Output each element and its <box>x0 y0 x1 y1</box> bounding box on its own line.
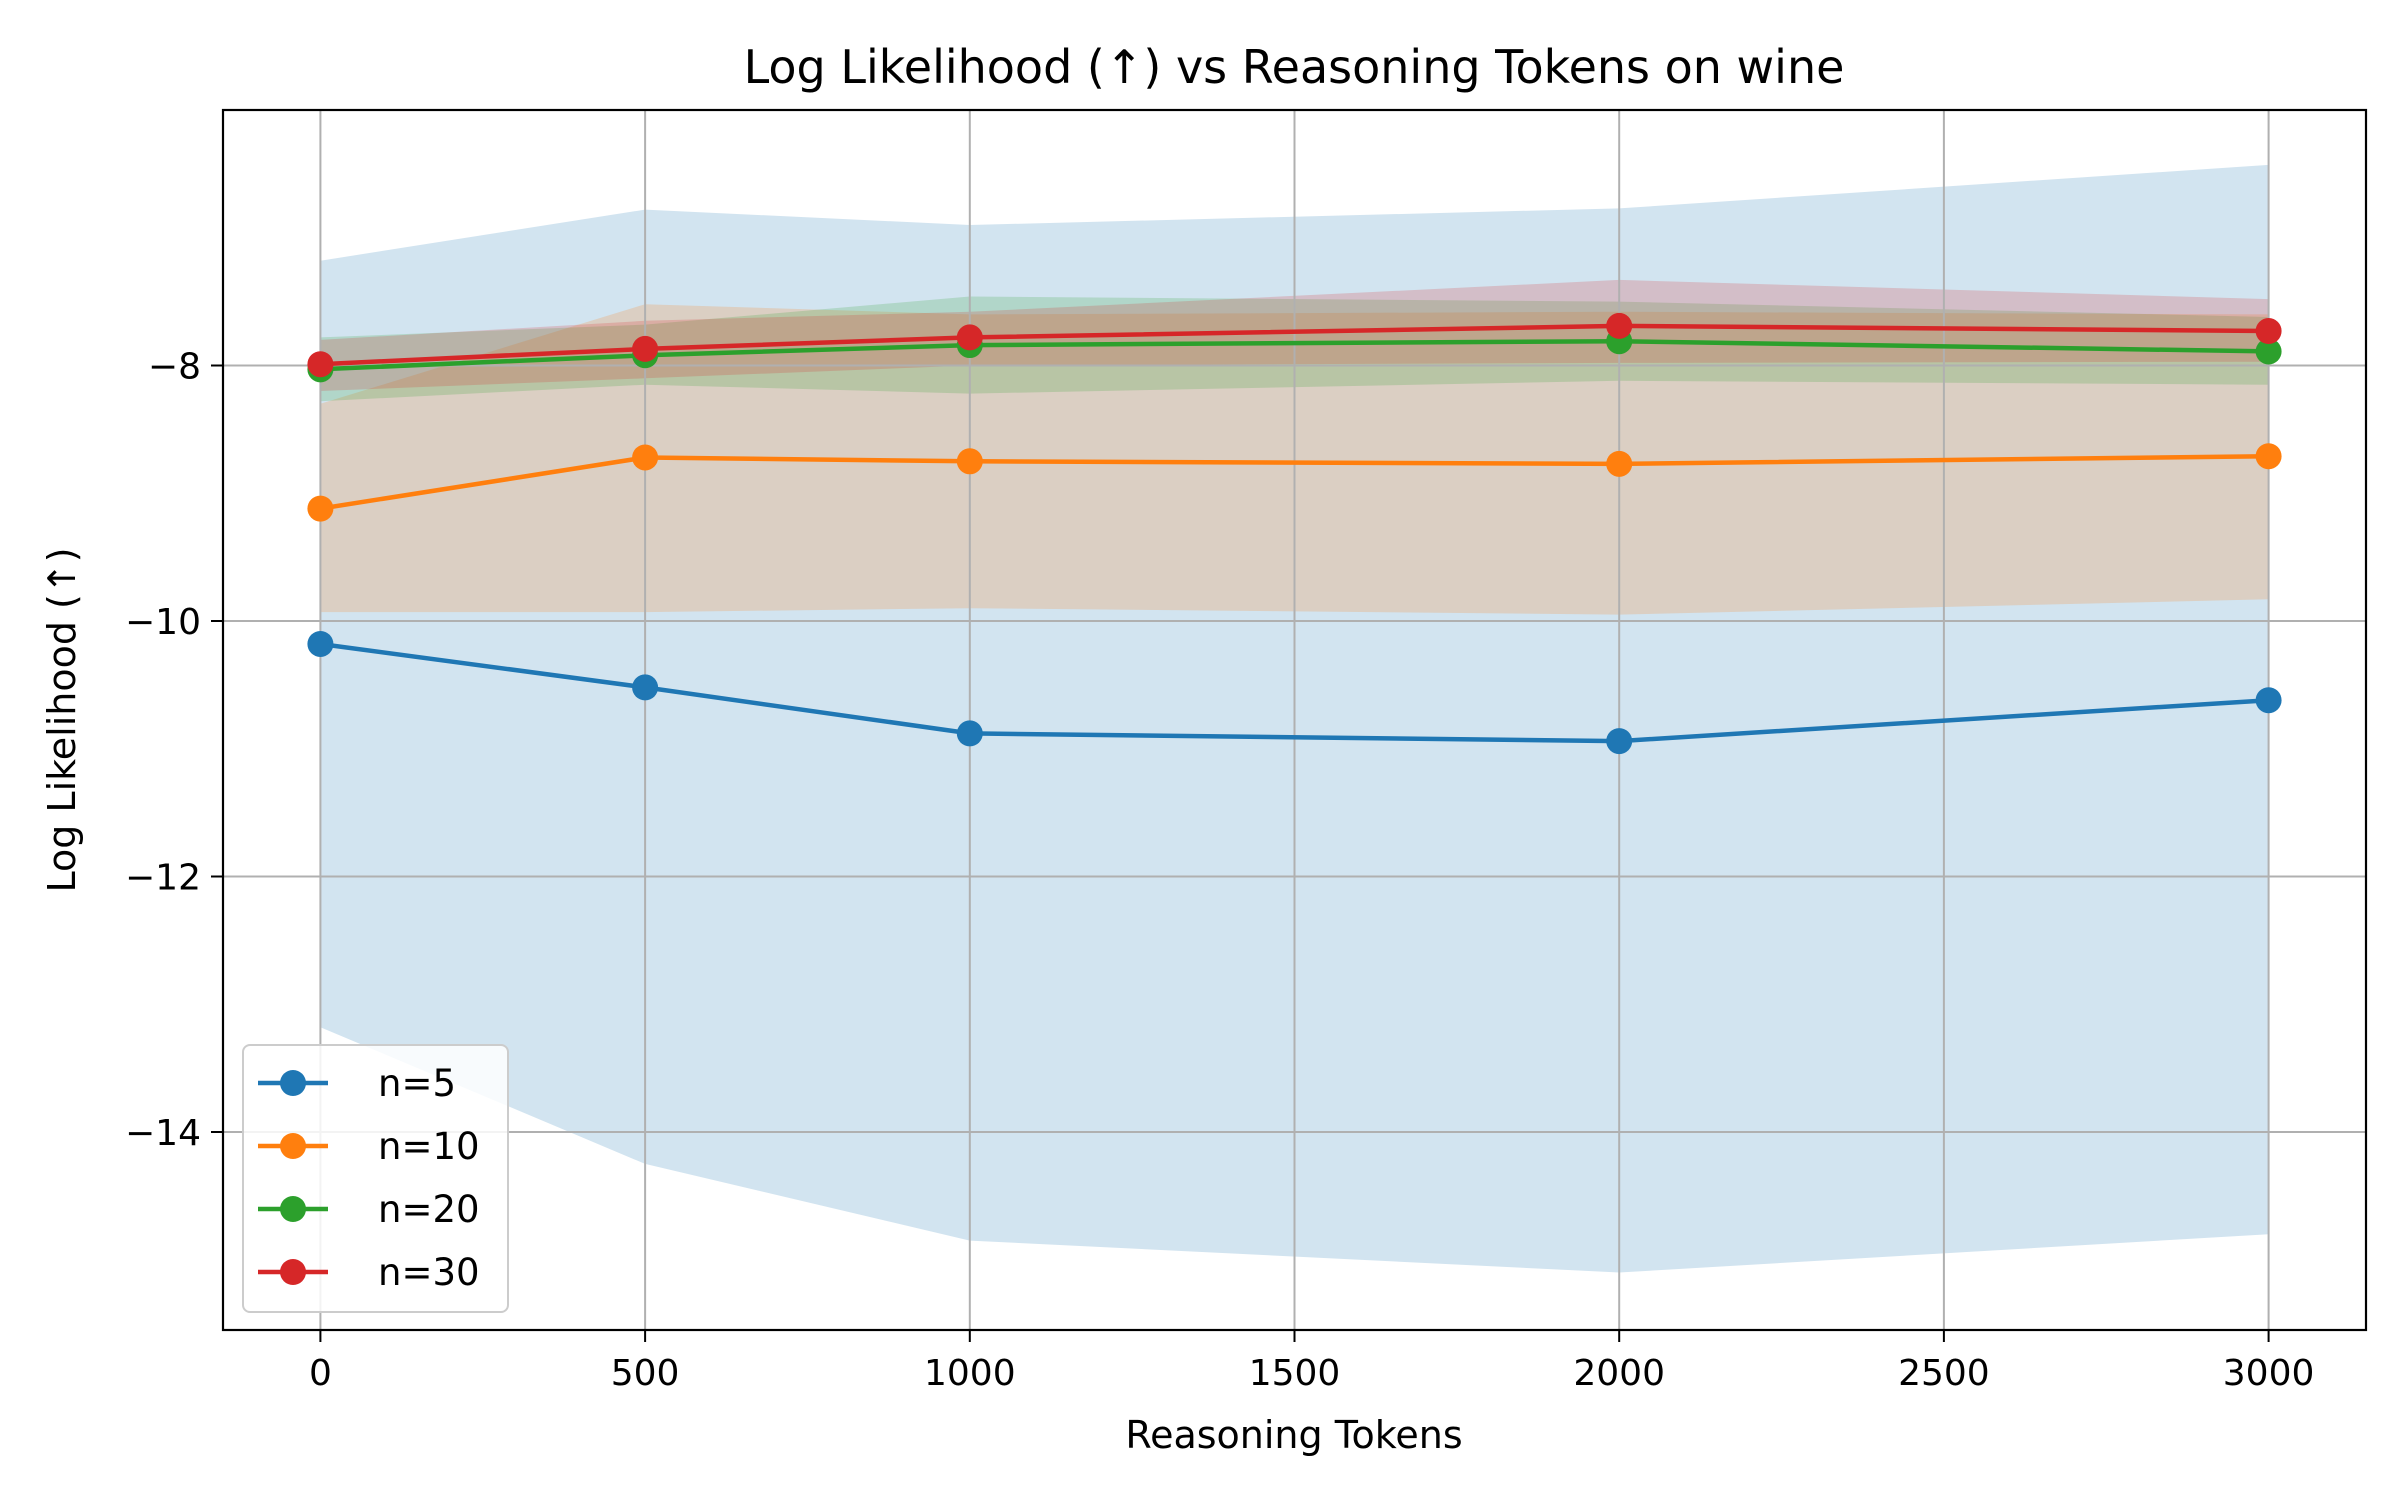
legend-label: n=30 <box>378 1251 480 1294</box>
data-point <box>1606 728 1633 755</box>
data-point <box>2255 338 2282 365</box>
legend-label: n=20 <box>378 1188 480 1231</box>
y-tick-label: −14 <box>125 1113 201 1154</box>
x-axis-ticks: 0 500 1000 1500 2000 2500 3000 <box>309 1330 2314 1394</box>
legend-label: n=10 <box>378 1125 480 1168</box>
y-tick-label: −10 <box>125 602 201 643</box>
data-point <box>956 448 983 475</box>
data-point <box>1606 312 1633 339</box>
legend-marker <box>280 1259 306 1285</box>
x-tick-label: 0 <box>309 1353 332 1394</box>
x-tick-label: 3000 <box>2223 1353 2315 1394</box>
x-tick-label: 1500 <box>1249 1353 1341 1394</box>
data-point <box>307 495 334 522</box>
y-tick-label: −8 <box>148 346 201 387</box>
legend-marker <box>280 1133 306 1159</box>
data-point <box>2255 318 2282 345</box>
legend: n=5 n=10 n=20 n=30 <box>242 1044 509 1313</box>
x-tick-label: 1000 <box>924 1353 1016 1394</box>
data-point <box>632 444 659 471</box>
data-point <box>307 351 334 378</box>
data-point <box>956 324 983 351</box>
x-axis-title: Reasoning Tokens <box>1125 1413 1462 1457</box>
x-tick-label: 2500 <box>1898 1353 1990 1394</box>
data-point <box>632 335 659 362</box>
legend-marker <box>280 1196 306 1222</box>
x-tick-label: 500 <box>611 1353 680 1394</box>
legend-box <box>242 1044 509 1313</box>
legend-marker <box>280 1070 306 1096</box>
legend-label: n=5 <box>378 1062 456 1105</box>
y-tick-label: −12 <box>125 857 201 898</box>
data-point <box>2255 687 2282 714</box>
data-point <box>632 674 659 701</box>
data-point <box>956 720 983 747</box>
y-axis-title: Log Likelihood (↑) <box>40 547 84 892</box>
x-tick-label: 2000 <box>1573 1353 1665 1394</box>
data-point <box>2255 443 2282 470</box>
data-point <box>307 630 334 657</box>
y-axis-ticks: −14 −12 −10 −8 <box>125 346 223 1154</box>
series-lines <box>307 312 2282 755</box>
chart-title: Log Likelihood (↑) vs Reasoning Tokens o… <box>744 40 1845 94</box>
data-point <box>1606 450 1633 477</box>
